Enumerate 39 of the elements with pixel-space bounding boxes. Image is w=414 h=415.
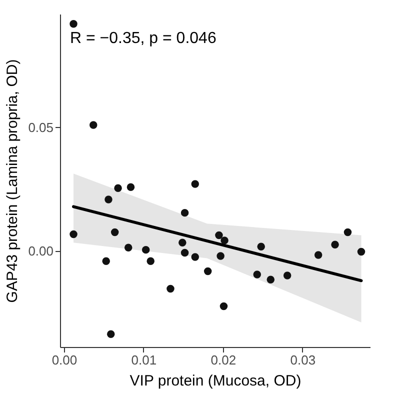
point <box>331 240 339 248</box>
point <box>191 253 199 261</box>
point <box>216 252 224 260</box>
point <box>70 20 78 28</box>
point <box>253 270 261 278</box>
point <box>314 251 322 259</box>
point <box>114 184 122 192</box>
point <box>257 242 265 250</box>
point <box>166 284 174 293</box>
x-axis-title: VIP protein (Mucosa, OD) <box>130 372 302 390</box>
point <box>104 196 112 204</box>
point <box>344 228 352 236</box>
point <box>70 230 78 238</box>
point <box>107 330 115 338</box>
x-tick-label: 0.00 <box>52 352 78 368</box>
point <box>90 121 98 129</box>
point <box>124 244 132 252</box>
point <box>191 180 199 188</box>
point <box>180 248 189 257</box>
point <box>126 183 135 192</box>
point <box>357 248 366 256</box>
x-tick-label: 0.01 <box>131 352 157 368</box>
point <box>102 257 110 266</box>
point <box>220 302 228 310</box>
point <box>178 238 186 247</box>
point <box>266 276 275 284</box>
point <box>142 246 150 254</box>
point <box>220 236 228 244</box>
point <box>180 208 189 217</box>
x-tick-label: 0.03 <box>290 352 316 368</box>
y-axis-title: GAP43 protein (Lamina propria, OD) <box>4 59 22 303</box>
point <box>110 228 119 236</box>
point <box>215 231 223 240</box>
y-tick-label: 0.05 <box>28 120 54 135</box>
annotation: R = −0.35, p = 0.046 <box>70 30 216 47</box>
point <box>204 267 212 276</box>
point <box>146 257 154 266</box>
point <box>283 272 292 280</box>
x-tick-label: 0.02 <box>210 352 236 368</box>
